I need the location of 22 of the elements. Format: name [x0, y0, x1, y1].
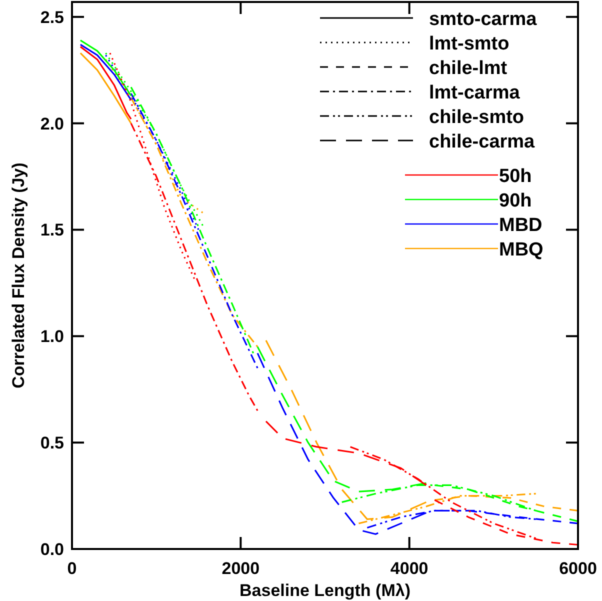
legend-label: 50h	[499, 166, 532, 187]
x-tick-label: 4000	[390, 559, 428, 578]
y-tick-label: 0.5	[40, 434, 64, 453]
y-tick-label: 1.0	[40, 327, 64, 346]
legend-label: chile-lmt	[429, 58, 508, 79]
x-tick-label: 2000	[222, 559, 260, 578]
y-tick-label: 0.0	[40, 540, 64, 559]
x-tick-label: 0	[67, 559, 77, 578]
legend-label: MBQ	[499, 240, 544, 260]
x-tick-label: 6000	[559, 559, 597, 578]
y-tick-label: 2.5	[40, 8, 64, 27]
legend-label: 90h	[499, 190, 532, 212]
y-tick-label: 1.5	[40, 220, 64, 240]
legend-label: lmt-carma	[429, 82, 520, 104]
legend-label: smto-carma	[429, 9, 538, 30]
y-tick-label: 2.0	[40, 114, 64, 134]
legend-label: MBD	[499, 215, 542, 236]
y-axis-title: Correlated Flux Density (Jy)	[9, 162, 28, 388]
legend-label: chile-smto	[429, 107, 524, 128]
legend-label: lmt-smto	[429, 34, 510, 54]
x-axis-title: Baseline Length (Mλ)	[240, 581, 410, 600]
legend-label: chile-carma	[429, 132, 536, 152]
